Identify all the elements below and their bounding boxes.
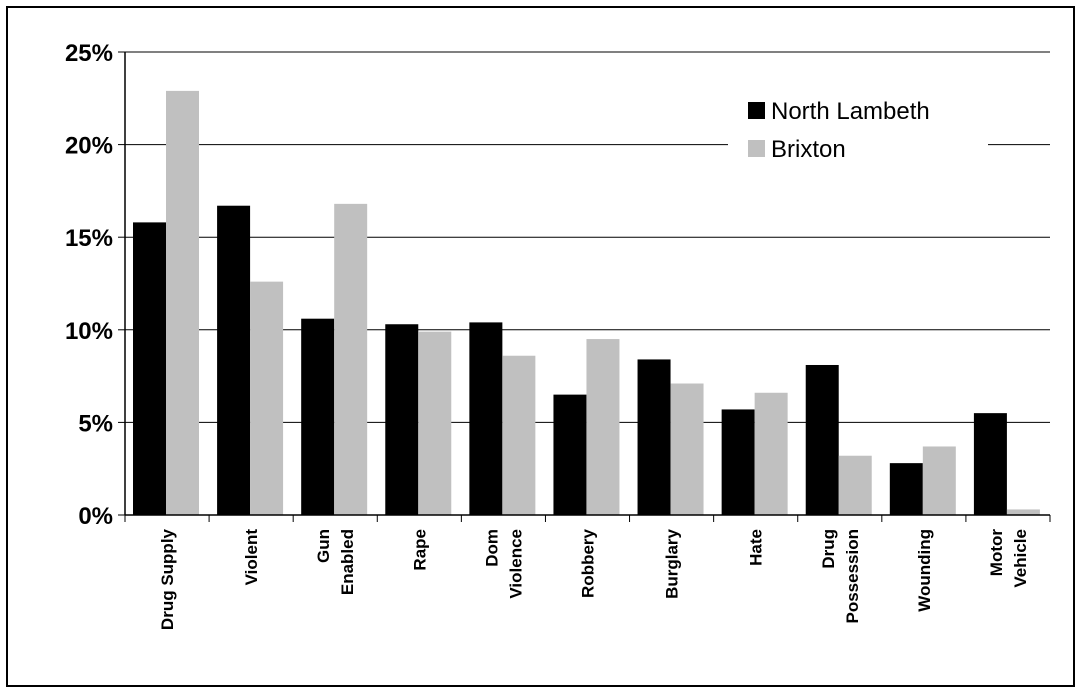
bar-north-lambeth [385,324,419,515]
bar-brixton [502,355,536,515]
bars [133,90,1040,515]
bar-brixton [334,203,368,515]
x-category-label: Motor Vehicle [987,529,1030,588]
y-tick-label: 0% [78,503,113,530]
legend-swatch [748,102,765,119]
x-category-label: Robbery [579,528,598,598]
y-tick-label: 10% [65,318,113,345]
axes [118,51,1051,522]
bar-north-lambeth [973,413,1007,515]
y-tick-label: 25% [65,40,113,67]
x-category-label: Dom Violence [482,529,525,599]
bar-north-lambeth [217,205,251,515]
x-category-label: Drug Possession [819,529,862,624]
bar-north-lambeth [469,322,503,515]
bar-brixton [166,90,199,515]
y-tick-labels: 0% 5% 10% 15% 20% 25% [65,40,113,530]
y-tick-label: 20% [65,133,113,160]
x-category-label: Rape [410,529,429,571]
y-tick-label: 15% [65,225,113,252]
x-category-label: Hate [747,529,766,566]
legend-swatch [748,140,765,157]
bar-north-lambeth [301,318,335,515]
x-category-label: Gun Enabled [314,529,357,595]
bar-north-lambeth [721,409,755,515]
y-tick-label: 5% [78,410,113,437]
bar-brixton [754,392,788,515]
bar-brixton [250,281,284,515]
legend-box [728,76,988,176]
x-category-label: Wounding [915,529,934,612]
bar-north-lambeth [553,394,587,515]
bar-north-lambeth [637,359,671,515]
bar-brixton [922,446,956,515]
legend-label: North Lambeth [771,98,930,125]
bar-brixton [586,339,620,515]
x-category-label: Burglary [663,528,682,598]
x-category-label: Violent [242,529,261,586]
bar-north-lambeth [805,364,839,515]
legend: North Lambeth Brixton [728,76,988,176]
bar-brixton [670,383,704,515]
bar-north-lambeth [889,463,923,515]
bar-brixton [1006,509,1040,515]
legend-label: Brixton [771,136,846,163]
x-category-labels: Drug Supply Violent Gun Enabled Rape Dom Viole… [158,528,1030,630]
bar-brixton [838,455,872,515]
x-category-label: Drug Supply [158,528,177,630]
bar-north-lambeth [133,222,166,515]
bar-brixton [418,331,452,515]
